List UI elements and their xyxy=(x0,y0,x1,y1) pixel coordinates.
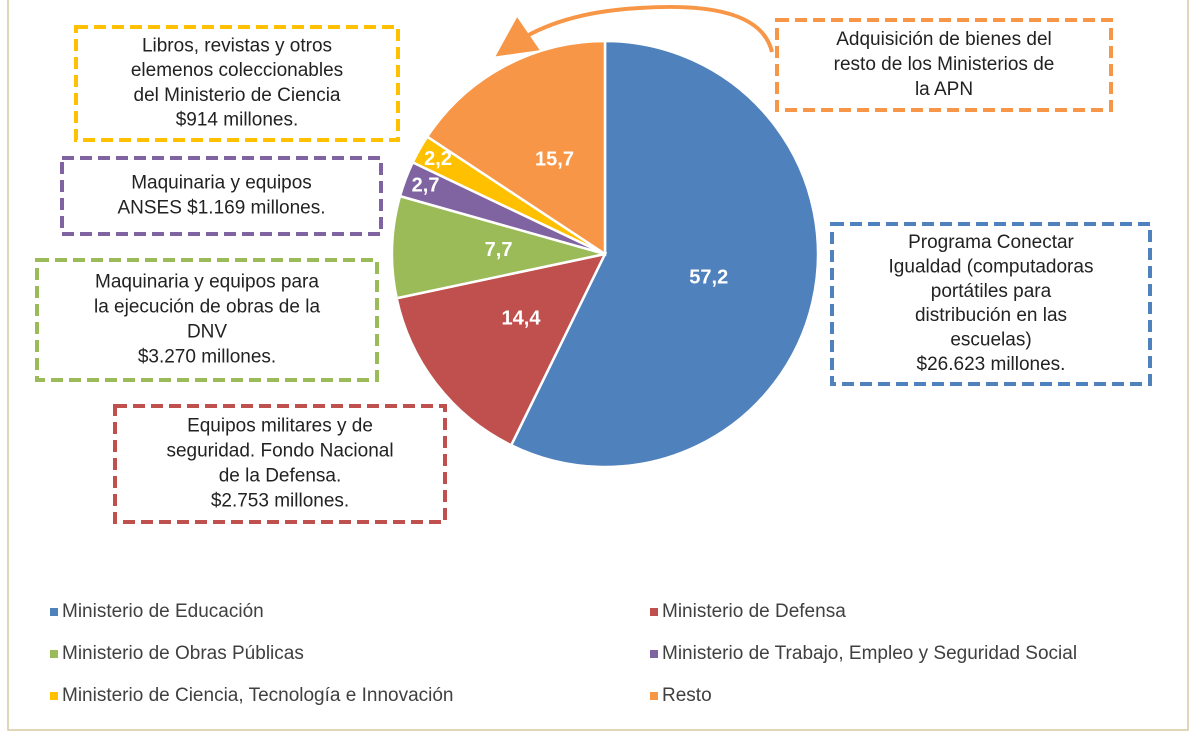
legend-label: Ministerio de Educación xyxy=(62,601,264,622)
frame xyxy=(7,0,1189,731)
annotation-box xyxy=(830,222,1152,386)
annotation-text: Igualdad (computadoras xyxy=(889,257,1094,278)
annotation-box xyxy=(113,404,447,524)
legend-swatch xyxy=(650,650,658,658)
annotation-text: la ejecución de obras de la xyxy=(94,297,320,318)
annotation-text: Libros, revistas y otros xyxy=(142,35,332,56)
data-label: 57,2 xyxy=(689,266,728,288)
annotation-text: $914 millones. xyxy=(176,110,299,131)
annotation-box xyxy=(35,258,379,382)
data-label: 15,7 xyxy=(535,149,574,171)
legend-label: Ministerio de Ciencia, Tecnología e Inno… xyxy=(62,685,454,706)
annotation-text: Equipos militares y de xyxy=(187,416,373,437)
annotation-text: elemenos coleccionables xyxy=(131,60,343,81)
legend-swatch xyxy=(50,692,58,700)
data-label: 14,4 xyxy=(502,308,542,330)
legend-swatch xyxy=(50,650,58,658)
legend-swatch xyxy=(50,608,58,616)
pie-slice xyxy=(425,39,607,257)
annotation-text: Adquisición de bienes del xyxy=(836,29,1052,50)
annotation-text: Maquinaria y equipos xyxy=(131,173,312,194)
legend-label: Ministerio de Defensa xyxy=(662,601,846,622)
data-label: 7,7 xyxy=(485,239,513,261)
pie-slice xyxy=(509,39,820,469)
annotation-text: $2.753 millones. xyxy=(211,491,349,512)
annotation-text: ANSES $1.169 millones. xyxy=(117,198,325,219)
legend-swatch xyxy=(650,608,658,616)
arrow xyxy=(495,4,774,57)
annotation-text: resto de los Ministerios de xyxy=(834,54,1055,75)
annotation-box xyxy=(775,18,1113,112)
annotation-text: la APN xyxy=(915,79,973,100)
pie-slice xyxy=(395,252,608,447)
annotation-text: $3.270 millones. xyxy=(138,347,276,368)
legend-label: Ministerio de Trabajo, Empleo y Segurida… xyxy=(662,643,1077,664)
legend-label: Ministerio de Obras Públicas xyxy=(62,643,304,664)
annotation-text: Programa Conectar xyxy=(908,232,1074,253)
pie-slice xyxy=(390,194,606,300)
annotation-text: $26.623 millones. xyxy=(917,354,1066,375)
annotation-text: escuelas) xyxy=(950,330,1031,351)
annotation-text: seguridad. Fondo Nacional xyxy=(166,441,393,462)
legend-swatch xyxy=(650,692,658,700)
data-label: 2,2 xyxy=(424,148,452,170)
annotation-box xyxy=(60,156,383,236)
annotation-text: Maquinaria y equipos para xyxy=(95,272,319,293)
annotation-text: del Ministerio de Ciencia xyxy=(134,85,341,106)
annotation-box xyxy=(74,25,400,142)
annotation-text: de la Defensa. xyxy=(219,466,342,487)
data-label: 2,7 xyxy=(412,175,440,197)
legend-label: Resto xyxy=(662,685,712,706)
annotation-text: portátiles para xyxy=(931,281,1052,302)
annotation-text: distribución en las xyxy=(915,305,1067,326)
annotation-text: DNV xyxy=(187,322,227,343)
